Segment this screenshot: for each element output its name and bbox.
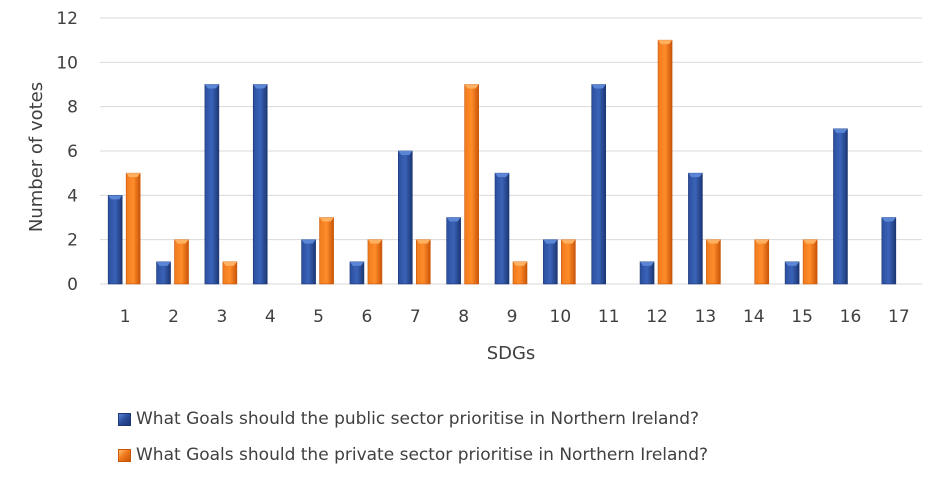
bar-private xyxy=(367,239,383,285)
y-axis-title: Number of votes xyxy=(26,82,47,232)
gridlines xyxy=(100,17,922,285)
y-tick-label: 4 xyxy=(67,186,78,206)
legend-label-public: What Goals should the public sector prio… xyxy=(136,409,700,429)
bar-public xyxy=(349,261,365,285)
bar-private xyxy=(319,217,334,285)
y-tick-label: 2 xyxy=(67,231,78,251)
bar-private xyxy=(512,261,528,285)
y-tick-label: 8 xyxy=(67,98,78,118)
bar-private xyxy=(657,39,673,285)
legend: What Goals should the public sector prio… xyxy=(118,405,708,477)
y-tick-label: 12 xyxy=(56,9,78,29)
x-tick-label: 7 xyxy=(410,307,421,327)
legend-item-private: What Goals should the private sector pri… xyxy=(118,441,708,469)
y-tick-label: 6 xyxy=(67,142,78,162)
x-tick-labels: 1 2 3 4 5 6 7 8 9 10 11 12 13 14 15 16 17 xyxy=(120,307,910,327)
bar-public xyxy=(784,261,800,285)
x-tick-label: 8 xyxy=(458,307,469,327)
bar-public xyxy=(204,84,220,285)
x-tick-label: 12 xyxy=(646,307,668,327)
bar-private xyxy=(174,239,189,285)
x-tick-label: 10 xyxy=(550,307,572,327)
x-tick-label: 16 xyxy=(840,307,862,327)
bar-private xyxy=(125,172,141,285)
bar-public xyxy=(494,172,510,285)
bar-public xyxy=(446,217,461,285)
bar-public xyxy=(107,195,123,285)
x-tick-label: 6 xyxy=(362,307,373,327)
legend-label-private: What Goals should the private sector pri… xyxy=(136,445,709,465)
x-tick-label: 15 xyxy=(791,307,813,327)
bar-public xyxy=(543,239,558,285)
x-tick-label: 1 xyxy=(120,307,131,327)
y-tick-labels: 0 2 4 6 8 10 12 xyxy=(56,9,78,295)
legend-swatch-public xyxy=(118,412,131,426)
x-tick-label: 17 xyxy=(888,307,910,327)
bar-private xyxy=(561,239,576,285)
bar-private xyxy=(754,239,770,285)
y-tick-label: 10 xyxy=(56,53,78,73)
bar-public xyxy=(688,172,703,285)
bar-private xyxy=(222,261,238,285)
x-tick-label: 14 xyxy=(743,307,765,327)
bar-private xyxy=(802,239,818,285)
bar-private xyxy=(415,239,431,285)
bar-public xyxy=(156,261,171,285)
legend-item-public: What Goals should the public sector prio… xyxy=(118,405,708,433)
y-tick-label: 0 xyxy=(67,275,78,295)
bar-public xyxy=(639,261,655,285)
bar-private xyxy=(706,239,721,285)
x-tick-label: 13 xyxy=(695,307,717,327)
x-tick-label: 3 xyxy=(216,307,227,327)
x-axis-title: SDGs xyxy=(487,343,536,364)
legend-swatch-private xyxy=(118,448,131,462)
bar-public xyxy=(252,84,268,285)
x-tick-label: 11 xyxy=(598,307,620,327)
x-tick-label: 5 xyxy=(313,307,324,327)
bar-public xyxy=(397,150,413,285)
bar-private xyxy=(464,84,479,285)
bars xyxy=(107,39,897,285)
bar-public xyxy=(881,217,897,285)
x-tick-label: 2 xyxy=(168,307,179,327)
bar-public xyxy=(301,239,316,285)
x-tick-label: 9 xyxy=(507,307,518,327)
x-tick-label: 4 xyxy=(265,307,276,327)
bar-public xyxy=(591,84,607,285)
bar-public xyxy=(833,128,848,285)
